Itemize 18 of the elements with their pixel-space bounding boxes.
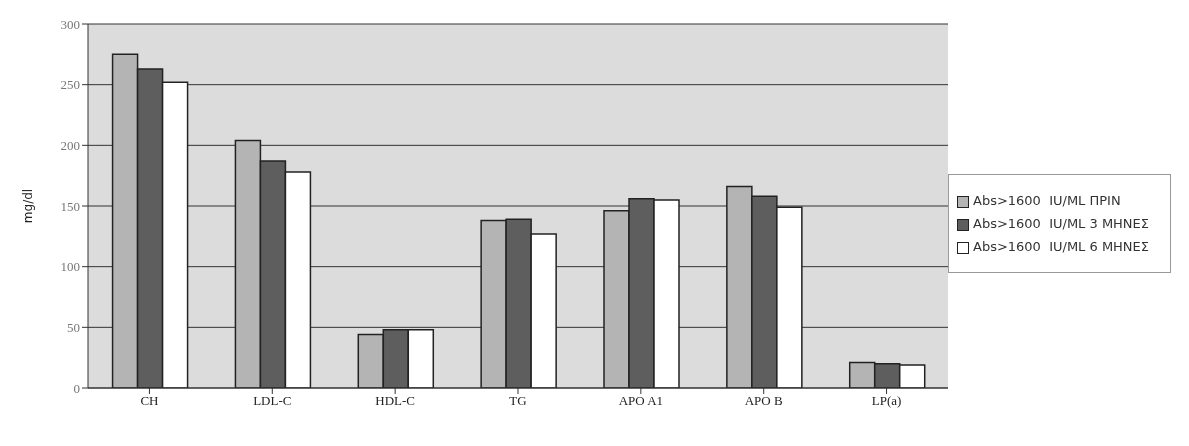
x-tick-label: APO A1 xyxy=(618,393,664,409)
x-tick-label: LP(a) xyxy=(871,393,902,409)
y-tick-label: 300 xyxy=(60,16,80,32)
y-tick-label: 250 xyxy=(60,77,80,93)
legend-label: Abs>1600 IU/ML 6 ΜΗΝΕΣ xyxy=(973,238,1150,254)
legend-label: Abs>1600 IU/ML ΠΡΙΝ xyxy=(973,192,1121,208)
y-tick-label: 0 xyxy=(73,380,80,396)
y-tick-label: 100 xyxy=(60,259,80,275)
y-axis-title: mg/dl xyxy=(21,188,36,224)
x-tick-label: APO B xyxy=(744,393,783,409)
x-tick-label: CH xyxy=(140,393,159,409)
y-tick-label: 150 xyxy=(60,198,80,214)
legend-label: Abs>1600 IU/ML 3 ΜΗΝΕΣ xyxy=(973,215,1150,231)
x-tick-label: TG xyxy=(509,393,527,409)
y-tick-label: 200 xyxy=(60,137,80,153)
x-tick-label: HDL-C xyxy=(375,393,415,409)
x-tick-label: LDL-C xyxy=(253,393,292,409)
y-tick-label: 50 xyxy=(67,319,80,335)
